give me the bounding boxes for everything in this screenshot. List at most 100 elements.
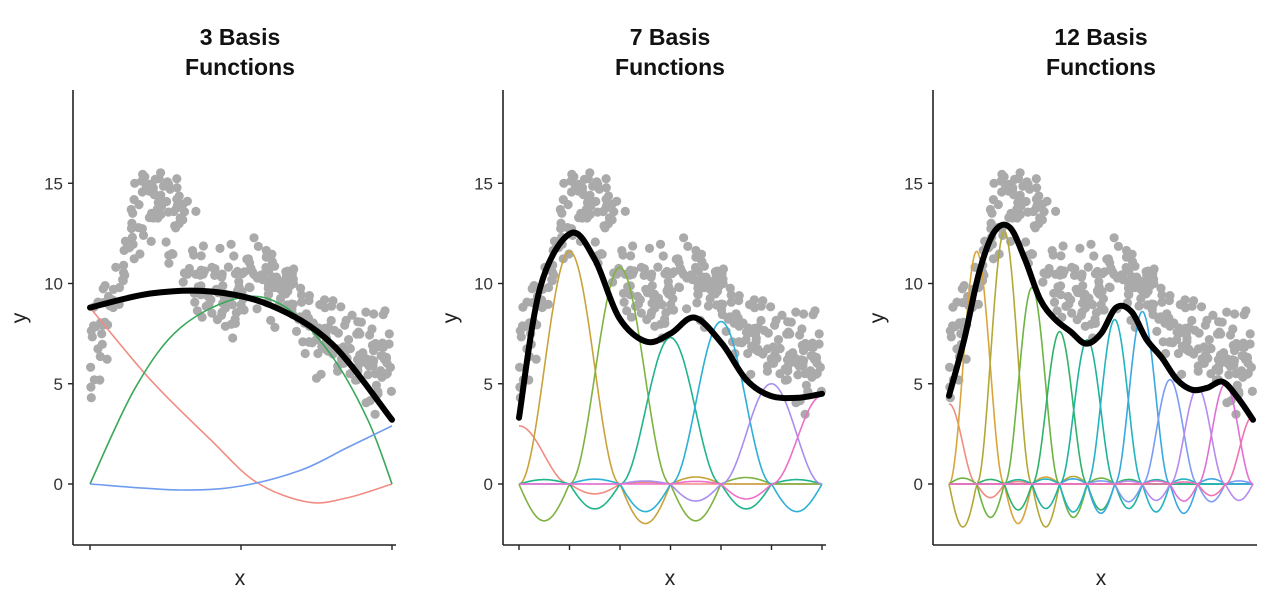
data-point (1064, 299, 1074, 309)
data-point (997, 169, 1007, 179)
data-point (1030, 223, 1040, 233)
data-point (808, 310, 818, 320)
data-point (178, 277, 188, 287)
data-point (361, 307, 371, 317)
data-point (603, 191, 614, 201)
data-point (1004, 213, 1014, 223)
data-point (215, 243, 225, 253)
panel-title-line1: 7 Basis (630, 24, 711, 50)
data-point (120, 270, 130, 280)
data-point (1245, 329, 1255, 339)
data-point (1058, 241, 1068, 251)
data-point (711, 300, 722, 310)
data-point (111, 262, 121, 272)
data-point (1208, 310, 1218, 320)
data-point (1164, 295, 1174, 306)
data-point (1080, 289, 1090, 299)
data-point (563, 200, 573, 210)
x-axis-label: x (665, 567, 676, 590)
data-point (354, 327, 364, 337)
data-point (777, 310, 787, 320)
data-point (660, 314, 670, 324)
data-point (1194, 328, 1204, 338)
x-axis-label: x (1096, 567, 1107, 590)
data-point (697, 257, 707, 267)
data-point (626, 251, 636, 261)
data-point (725, 283, 735, 293)
data-point (726, 297, 736, 307)
data-point (127, 218, 137, 228)
data-point (650, 303, 660, 313)
data-point (353, 355, 363, 365)
data-point (1056, 281, 1066, 291)
data-point (297, 297, 307, 307)
data-point (808, 351, 818, 361)
data-point (1076, 310, 1086, 320)
data-point (601, 174, 611, 184)
data-point (1228, 324, 1238, 334)
data-point (249, 233, 259, 243)
data-point (1229, 361, 1239, 371)
data-point (156, 190, 166, 200)
data-point (559, 178, 569, 188)
data-point (780, 375, 791, 385)
panel-title-line1: 12 Basis (1054, 24, 1147, 50)
data-point (1055, 270, 1065, 280)
data-point (1099, 305, 1109, 315)
data-point (674, 282, 685, 293)
data-point (169, 206, 179, 217)
data-point (682, 304, 692, 314)
data-point (749, 323, 760, 333)
data-point (1080, 321, 1090, 331)
data-point (690, 262, 701, 273)
y-axis-label: y (8, 312, 31, 323)
data-point (669, 305, 679, 315)
data-point (1090, 269, 1100, 279)
basis-function-12 (948, 415, 1254, 497)
data-point (650, 321, 660, 331)
data-point (135, 249, 145, 259)
data-point (549, 270, 559, 280)
y-axis-label: y (439, 312, 462, 323)
data-point (644, 243, 655, 253)
data-point (267, 257, 277, 267)
y-tick-label: 5 (484, 375, 493, 394)
data-point (1142, 300, 1152, 310)
data-point (1231, 338, 1241, 349)
panel-title-line1: 3 Basis (200, 24, 281, 50)
y-tick-label: 0 (54, 475, 63, 494)
data-point (382, 368, 392, 378)
data-point (798, 346, 809, 356)
data-point (261, 262, 271, 273)
data-point (1031, 174, 1041, 184)
data-point (692, 298, 702, 308)
data-point (1047, 246, 1057, 256)
data-point (734, 321, 744, 331)
data-point (1121, 262, 1131, 273)
data-point (114, 282, 125, 293)
data-point (793, 370, 803, 380)
data-point (370, 338, 381, 349)
data-point (592, 177, 602, 187)
panel-title-line2: Functions (185, 54, 295, 80)
data-point (749, 295, 759, 305)
data-point (679, 233, 689, 243)
y-tick-label: 5 (914, 375, 923, 394)
data-point (619, 297, 629, 307)
data-point (1084, 296, 1094, 306)
data-point (326, 315, 336, 326)
data-point (1090, 314, 1100, 324)
y-tick-label: 15 (44, 174, 63, 193)
data-point (636, 308, 646, 318)
data-point (516, 332, 526, 342)
data-point (1157, 290, 1167, 300)
data-point (187, 246, 198, 256)
data-point (763, 328, 773, 338)
data-point (683, 241, 693, 251)
data-point (1105, 282, 1115, 293)
data-point (1204, 335, 1214, 345)
data-point (800, 338, 811, 349)
data-point (313, 348, 323, 359)
data-point (137, 187, 147, 197)
data-point (100, 281, 110, 291)
